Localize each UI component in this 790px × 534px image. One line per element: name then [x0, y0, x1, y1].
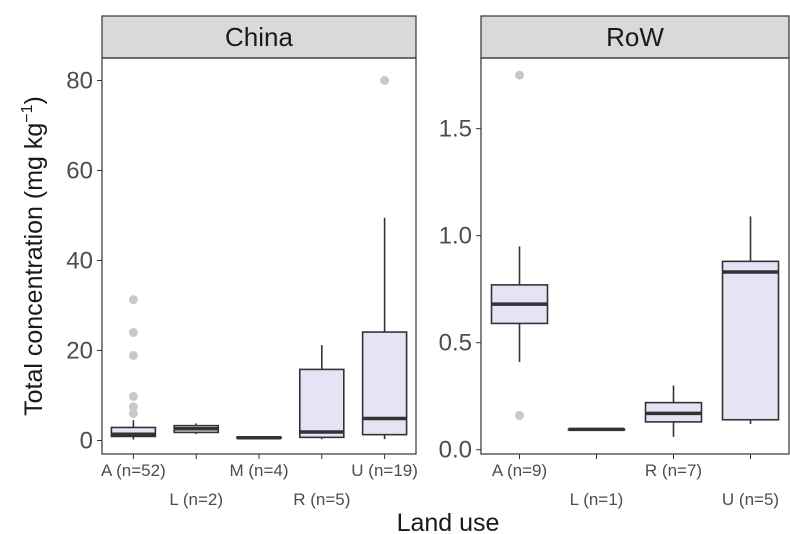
x-tick-label-row: L (n=1)	[570, 490, 624, 509]
box-china-4	[298, 345, 345, 440]
y-axis-title-superscript: −1	[19, 104, 36, 122]
y-tick-label-china: 60	[66, 158, 93, 185]
x-axis-row: A (n=9) L (n=1) R (n=7) U (n=5)	[492, 454, 779, 509]
outlier-point	[128, 295, 138, 305]
box-china-3	[236, 436, 282, 440]
outlier-point	[128, 328, 138, 337]
y-axis-title: Total concentration (mg kg−1)	[19, 96, 48, 416]
y-tick-label-row: 1.0	[439, 223, 472, 250]
x-tick-label-china: L (n=2)	[169, 490, 223, 509]
x-tick-label-china: A (n=52)	[101, 461, 166, 480]
y-tick-label-china: 20	[66, 338, 93, 365]
outlier-point	[128, 391, 138, 401]
box-row-4	[721, 216, 780, 425]
x-tick-label-china: U (n=19)	[351, 461, 418, 480]
box-iqr	[721, 260, 780, 421]
box-china-2	[173, 423, 219, 435]
x-axis-china: A (n=52)L (n=2) M (n=4) R (n=5)U (n=19)	[101, 454, 418, 509]
y-axis-title-close: )	[20, 96, 48, 104]
panel-row: RoW 0.0 0.5 1.0 1.5 A (n=9) L (n=1) R (n=7) U …	[439, 15, 790, 509]
outlier-point	[515, 70, 524, 80]
box-row-1	[490, 70, 549, 420]
panel-china: China 0 20 40 60 80 A (n=52)L (n=2) M (n=4) R …	[66, 15, 418, 509]
outlier-point	[515, 410, 524, 420]
panel-title-row: RoW	[606, 22, 664, 52]
box-row-3	[644, 385, 703, 437]
panel-strip-china	[101, 15, 417, 59]
x-tick-label-china: R (n=5)	[293, 490, 350, 509]
x-tick-label-row: U (n=5)	[722, 490, 779, 509]
y-tick-label-china: 40	[66, 248, 93, 275]
y-axis-china: 0 20 40 60 80	[66, 68, 102, 455]
box-china-1	[110, 295, 157, 440]
y-tick-label-row: 0.0	[439, 437, 472, 464]
box-iqr	[298, 368, 345, 439]
outlier-point	[128, 402, 138, 412]
y-axis-row: 0.0 0.5 1.0 1.5	[439, 116, 481, 464]
y-tick-label-china: 0	[80, 428, 93, 455]
plot-area-row	[480, 57, 790, 455]
outlier-point	[128, 409, 138, 418]
x-tick-label-row: A (n=9)	[492, 461, 547, 480]
y-tick-label-row: 0.5	[439, 330, 472, 357]
box-row-2	[567, 427, 626, 432]
y-tick-label-row: 1.5	[439, 116, 472, 143]
box-iqr	[110, 426, 157, 438]
y-tick-label-china: 80	[66, 68, 93, 95]
y-axis-title-main: Total concentration (mg kg	[20, 123, 48, 416]
x-axis-title: Land use	[397, 509, 500, 534]
outlier-point	[380, 76, 390, 85]
x-tick-label-row: R (n=7)	[645, 461, 702, 480]
outlier-point	[128, 350, 138, 360]
boxes-china	[110, 76, 408, 440]
box-china-5	[361, 76, 408, 440]
boxes-row	[490, 70, 780, 437]
x-tick-label-china: M (n=4)	[229, 461, 288, 480]
panel-title-china: China	[225, 22, 293, 52]
